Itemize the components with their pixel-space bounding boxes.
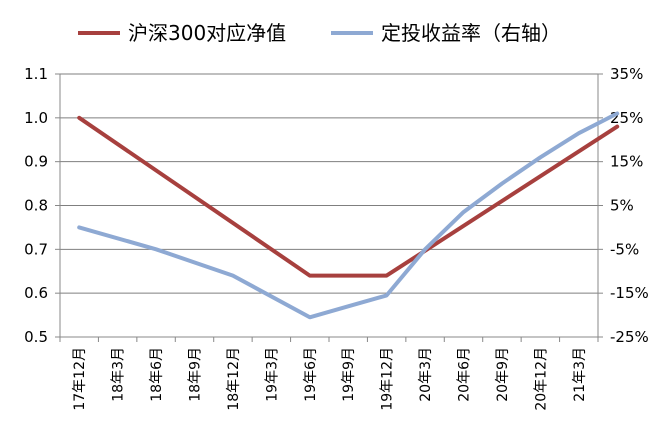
x-tick-label: 19年3月 xyxy=(264,347,280,402)
x-tick-label: 19年6月 xyxy=(303,347,319,402)
right-tick-label: 15% xyxy=(610,153,643,171)
x-tick-label: 19年12月 xyxy=(380,347,396,411)
right-tick-label: 35% xyxy=(610,65,643,83)
axes xyxy=(55,73,603,342)
left-tick-label: 0.9 xyxy=(24,153,48,171)
x-tick-label: 21年3月 xyxy=(572,347,588,402)
left-tick-label: 1.1 xyxy=(24,65,48,83)
series-line-nav xyxy=(77,115,620,278)
x-tick-label: 18年9月 xyxy=(188,347,204,402)
legend-label: 沪深300对应净值 xyxy=(128,21,286,45)
right-tick-label: 25% xyxy=(610,109,643,127)
x-tick-label: 20年6月 xyxy=(457,347,473,402)
legend-item-nav: 沪深300对应净值 xyxy=(78,21,286,45)
series-line-return xyxy=(77,111,620,320)
right-axis-ticks: -25% -15% -5% 5% 15% 25% 35% xyxy=(610,65,649,346)
x-tick-label: 18年6月 xyxy=(149,347,165,402)
right-tick-label: -15% xyxy=(610,284,649,302)
left-tick-label: 0.8 xyxy=(24,197,48,215)
gridlines xyxy=(60,73,598,294)
left-tick-label: 1.0 xyxy=(24,109,48,127)
left-tick-label: 0.7 xyxy=(24,240,48,258)
right-tick-label: -25% xyxy=(610,328,649,346)
legend-item-return: 定投收益率（右轴） xyxy=(331,21,561,45)
x-tick-label: 20年3月 xyxy=(418,347,434,402)
x-tick-label: 18年3月 xyxy=(111,347,127,402)
right-tick-label: 5% xyxy=(610,197,634,215)
x-tick-label: 17年12月 xyxy=(72,347,88,411)
x-tick-label: 18年12月 xyxy=(226,347,242,411)
left-tick-label: 0.5 xyxy=(24,328,48,346)
left-axis-ticks: 0.5 0.6 0.7 0.8 0.9 1.0 1.1 xyxy=(24,65,48,346)
legend-label: 定投收益率（右轴） xyxy=(381,21,561,45)
left-tick-label: 0.6 xyxy=(24,284,48,302)
x-tick-label: 19年9月 xyxy=(341,347,357,402)
x-tick-label: 20年12月 xyxy=(533,347,549,411)
x-tick-label: 20年9月 xyxy=(495,347,511,402)
right-tick-label: -5% xyxy=(610,240,639,258)
x-axis-ticks: 17年12月 18年3月 18年6月 18年9月 18年12月 19年3月 19年6月 19年… xyxy=(72,347,588,411)
legend: 沪深300对应净值 定投收益率（右轴） xyxy=(78,21,561,45)
series-layer xyxy=(77,111,620,320)
